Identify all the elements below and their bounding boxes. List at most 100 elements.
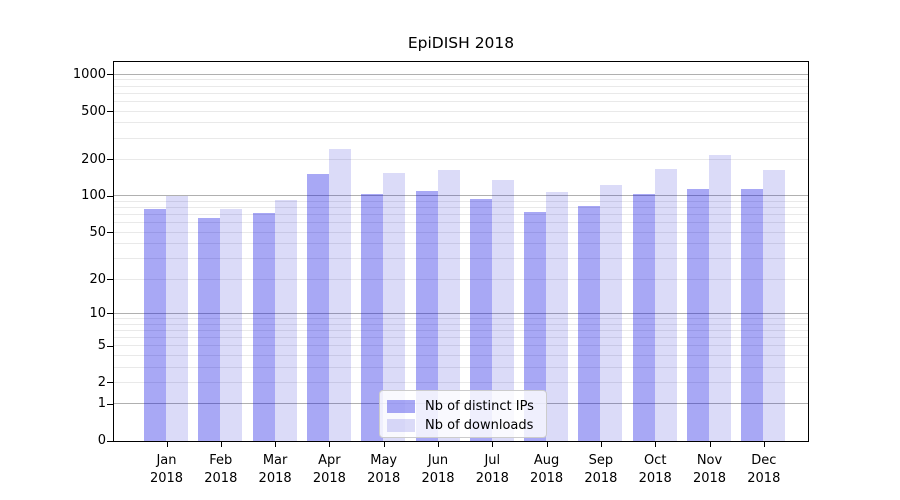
minor-gridline — [114, 158, 808, 160]
minor-gridline — [114, 354, 808, 356]
x-tick-label: Feb 2018 — [186, 452, 256, 487]
x-tick-month: Nov — [696, 453, 723, 468]
x-tick-mark — [546, 442, 548, 447]
minor-gridline — [114, 137, 808, 139]
y-tick-label: 2 — [97, 374, 106, 390]
y-tick-label: 5 — [97, 338, 106, 354]
legend-entry-distinct-ips: Nb of distinct IPs — [387, 398, 537, 415]
x-tick-label: Jul 2018 — [457, 452, 527, 487]
bar-distinct-ips — [415, 190, 438, 441]
plot-area — [113, 61, 809, 442]
x-tick-label: Sep 2018 — [566, 452, 636, 487]
y-tick-mark — [107, 313, 113, 315]
x-tick-month: Oct — [643, 453, 667, 468]
minor-gridline — [114, 214, 808, 216]
y-tick-label: 1 — [97, 396, 106, 412]
y-tick-mark — [107, 345, 113, 347]
x-tick-label: Aug 2018 — [512, 452, 582, 487]
x-tick-month: Mar — [262, 453, 288, 468]
y-tick-mark — [107, 74, 113, 76]
x-tick-month: Apr — [318, 453, 341, 468]
minor-gridline — [114, 207, 808, 209]
x-tick-year: 2018 — [638, 470, 672, 486]
x-tick-mark — [166, 442, 168, 447]
minor-gridline — [114, 231, 808, 233]
x-tick-mark — [329, 442, 331, 447]
bar-downloads — [546, 192, 569, 441]
bar-downloads — [383, 173, 406, 441]
x-tick-month: Feb — [209, 453, 233, 468]
minor-gridline — [114, 79, 808, 81]
x-tick-mark — [600, 442, 602, 447]
y-tick-mark — [107, 232, 113, 234]
legend-entry-downloads: Nb of downloads — [387, 417, 537, 434]
x-tick-mark — [438, 442, 439, 447]
minor-gridline — [114, 243, 808, 245]
bar-downloads — [166, 196, 188, 441]
y-tick-mark — [107, 382, 113, 384]
x-tick-label: Apr 2018 — [294, 452, 364, 487]
minor-gridline — [114, 110, 808, 112]
bar-downloads — [274, 200, 297, 441]
x-tick-mark — [492, 442, 494, 447]
chart-title: EpiDISH 2018 — [407, 34, 515, 52]
bar-distinct-ips — [524, 211, 547, 441]
bar-downloads — [437, 169, 460, 441]
x-tick-mark — [763, 442, 765, 447]
legend-label-downloads: Nb of downloads — [425, 418, 534, 433]
y-tick-mark — [107, 440, 113, 442]
minor-gridline — [114, 317, 808, 319]
y-tick-label: 100 — [81, 188, 106, 204]
x-tick-label: Dec 2018 — [729, 452, 799, 487]
x-tick-month: May — [370, 453, 398, 468]
x-tick-month: Dec — [751, 453, 777, 468]
x-tick-month: Sep — [588, 453, 614, 468]
major-gridline — [114, 312, 808, 314]
bar-distinct-ips — [361, 194, 384, 441]
x-tick-label: Jan 2018 — [132, 452, 202, 487]
minor-gridline — [114, 323, 808, 325]
x-tick-mark — [655, 442, 657, 447]
bar-distinct-ips — [144, 209, 166, 441]
y-tick-label: 1000 — [72, 66, 106, 82]
legend-label-distinct-ips: Nb of distinct IPs — [425, 399, 534, 414]
bar-downloads — [763, 169, 786, 441]
x-tick-label: Mar 2018 — [240, 452, 310, 487]
x-tick-month: Jun — [427, 453, 449, 468]
bar-distinct-ips — [306, 174, 329, 441]
bar-distinct-ips — [198, 218, 221, 441]
x-tick-year: 2018 — [530, 470, 564, 486]
bar-downloads — [220, 209, 243, 441]
legend-swatch-distinct-ips — [387, 400, 415, 413]
minor-gridline — [114, 278, 808, 280]
x-tick-label: May 2018 — [349, 452, 419, 487]
bar-downloads — [654, 169, 677, 441]
bar-distinct-ips — [469, 198, 492, 441]
x-tick-year: 2018 — [692, 470, 727, 486]
y-tick-mark — [107, 159, 113, 161]
x-tick-year: 2018 — [367, 470, 401, 486]
y-tick-label: 0 — [97, 433, 106, 448]
y-tick-label: 50 — [89, 224, 106, 240]
minor-gridline — [114, 366, 808, 368]
minor-gridline — [114, 85, 808, 87]
x-tick-label: Nov 2018 — [675, 452, 745, 487]
x-tick-label: Oct 2018 — [620, 452, 690, 487]
x-tick-label: Jun 2018 — [403, 452, 473, 487]
x-tick-mark — [220, 442, 222, 447]
minor-gridline — [114, 92, 808, 94]
minor-gridline — [114, 336, 808, 338]
x-tick-mark — [709, 442, 711, 447]
x-tick-year: 2018 — [584, 470, 618, 486]
bar-downloads — [600, 185, 623, 441]
x-tick-mark — [383, 442, 385, 447]
x-tick-year: 2018 — [421, 470, 455, 486]
x-tick-year: 2018 — [258, 470, 292, 486]
bar-distinct-ips — [578, 205, 601, 441]
y-tick-mark — [107, 403, 113, 405]
minor-gridline — [114, 329, 808, 331]
legend: Nb of distinct IPs Nb of downloads — [379, 390, 547, 438]
minor-gridline — [114, 381, 808, 383]
minor-gridline — [114, 345, 808, 347]
